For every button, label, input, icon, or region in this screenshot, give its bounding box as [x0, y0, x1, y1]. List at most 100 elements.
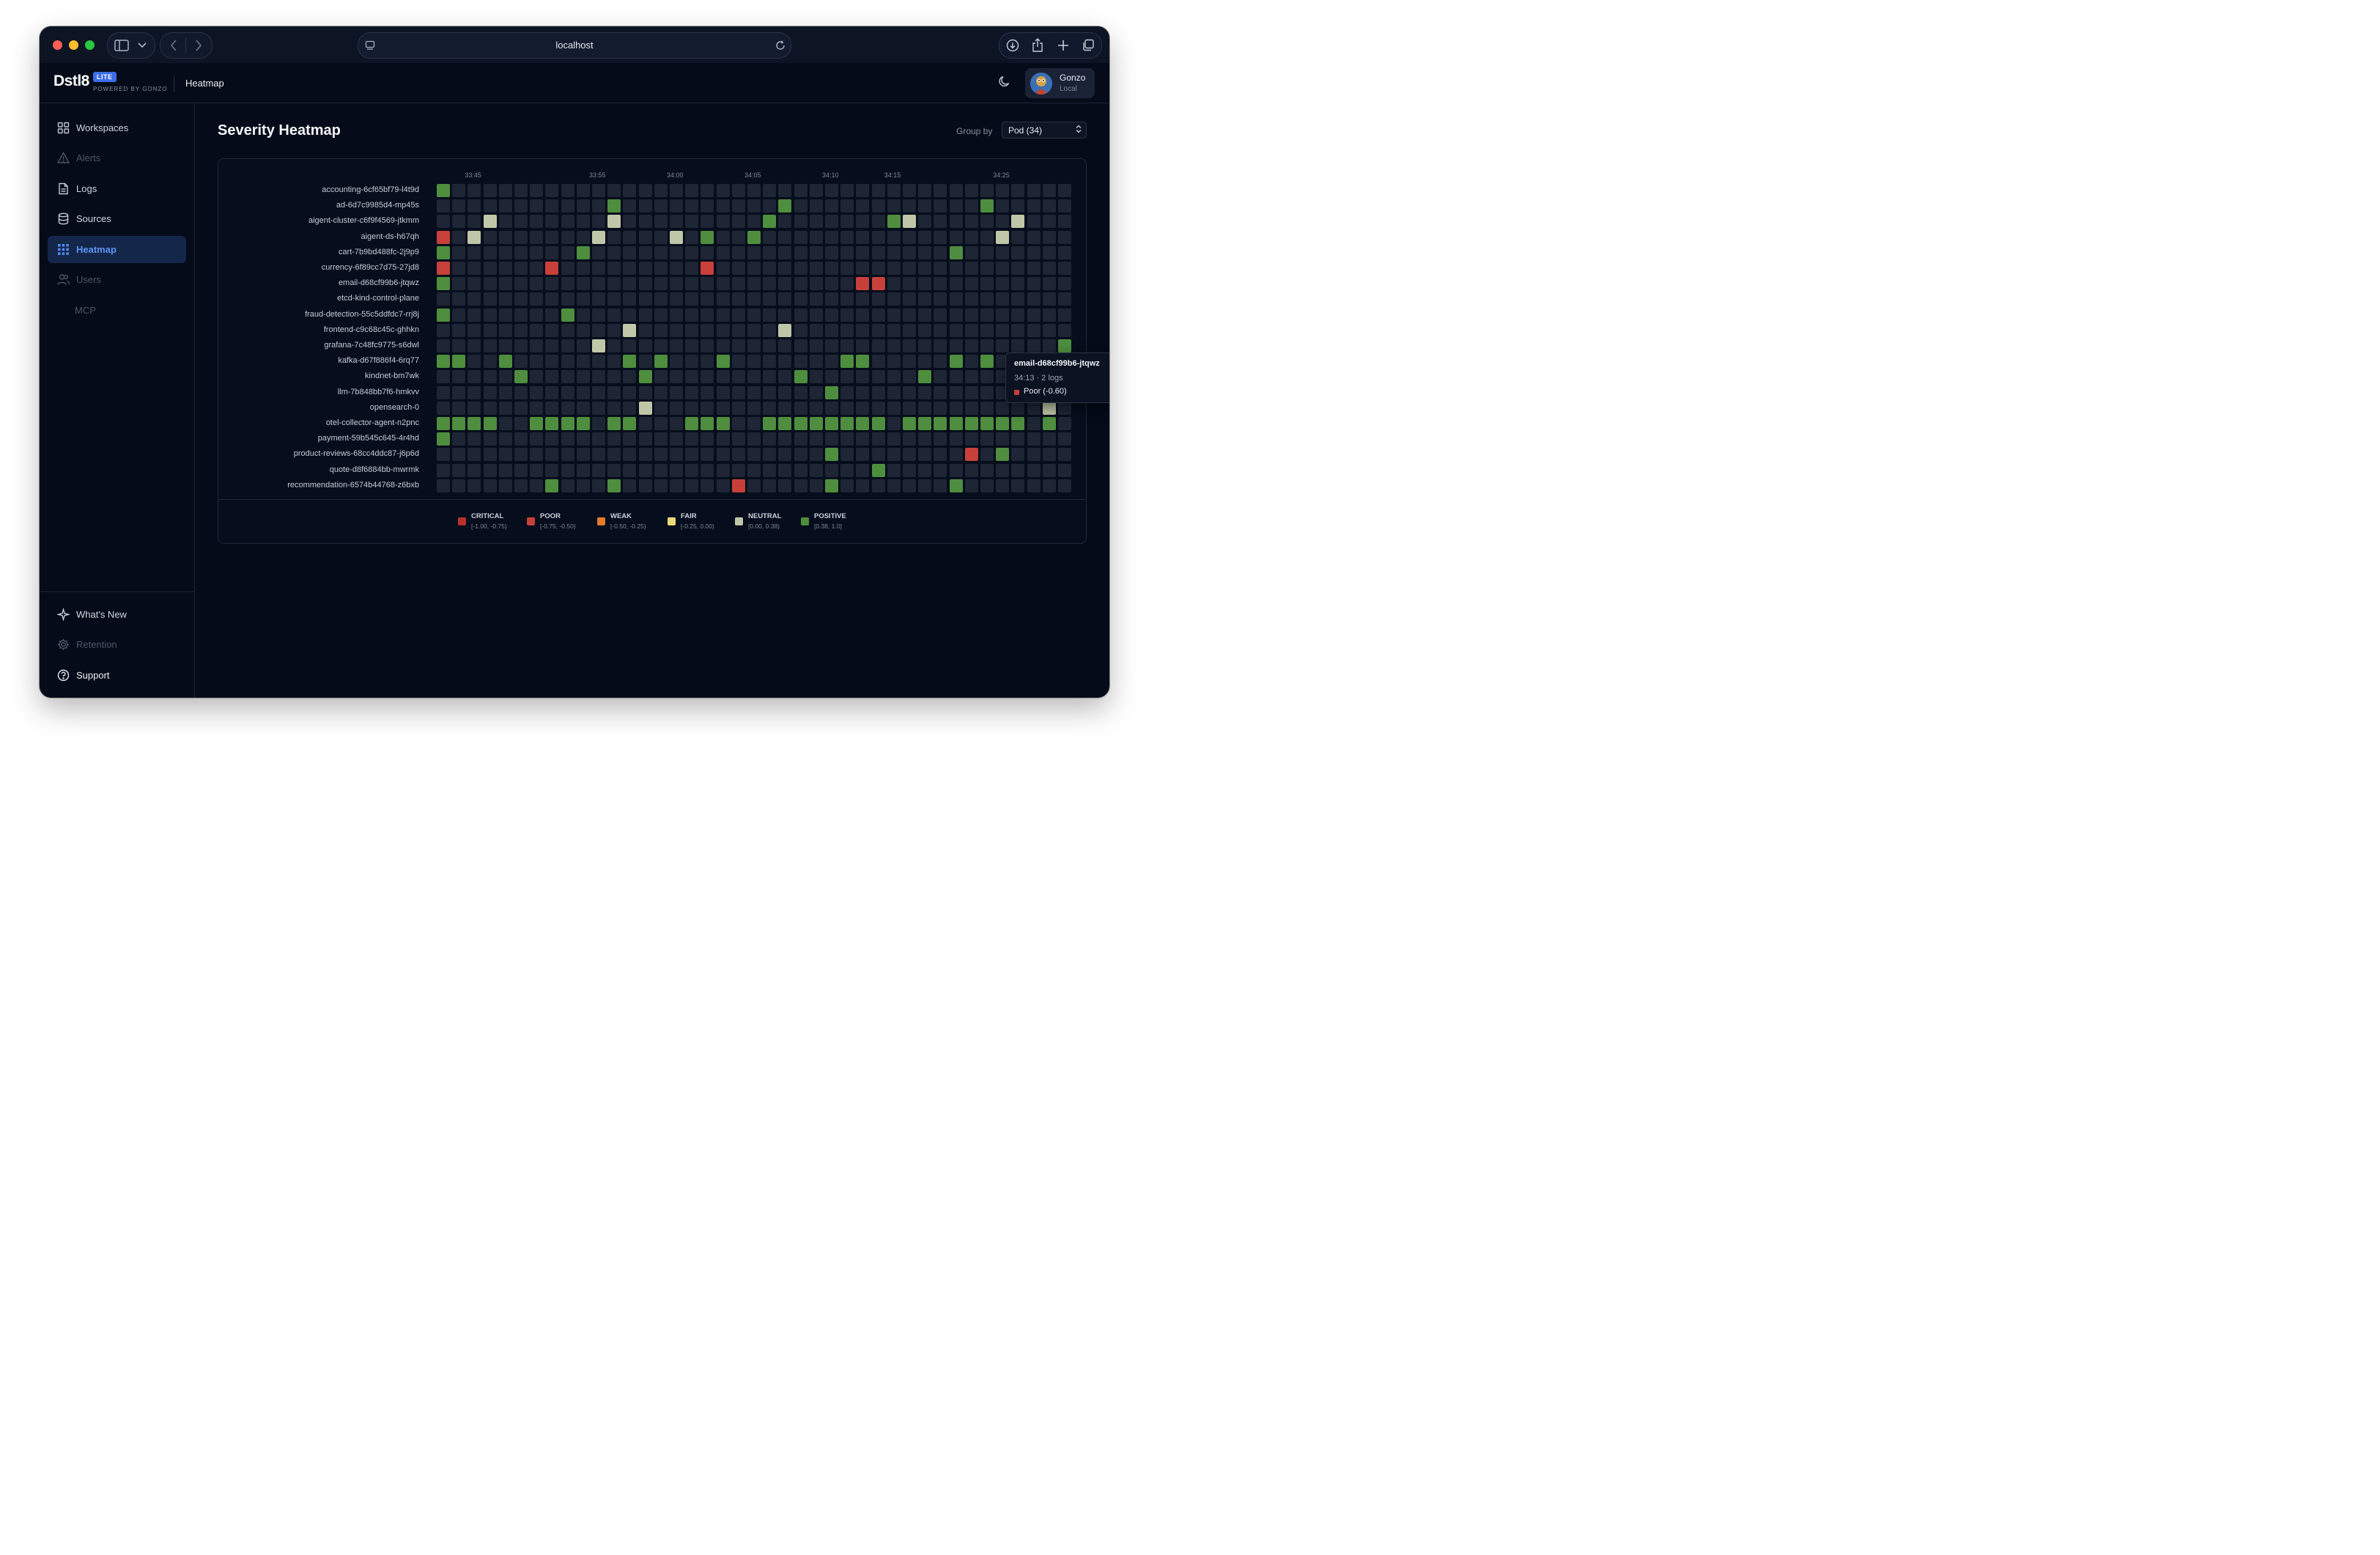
heatmap-cell[interactable] — [1011, 448, 1025, 462]
heatmap-cell[interactable] — [825, 262, 838, 275]
sidebar-item-workspaces[interactable]: Workspaces — [48, 114, 186, 141]
heatmap-cell[interactable] — [592, 215, 605, 229]
heatmap-cell[interactable] — [1011, 245, 1025, 259]
heatmap-cell[interactable] — [996, 432, 1010, 446]
app-logo[interactable]: Dstl8 — [53, 73, 89, 89]
heatmap-cell[interactable] — [794, 292, 808, 306]
heatmap-cell[interactable] — [778, 370, 792, 384]
heatmap-cell[interactable] — [685, 323, 699, 337]
heatmap-cell[interactable] — [731, 355, 745, 369]
heatmap-cell[interactable] — [856, 199, 870, 213]
heatmap-cell[interactable] — [592, 479, 605, 492]
heatmap-cell[interactable] — [887, 385, 901, 399]
heatmap-cell[interactable] — [607, 479, 621, 492]
heatmap-cell[interactable] — [964, 339, 978, 352]
heatmap-cell[interactable] — [731, 463, 745, 477]
heatmap-cell[interactable] — [623, 262, 637, 275]
heatmap-cell[interactable] — [437, 308, 450, 322]
heatmap-cell[interactable] — [670, 215, 683, 229]
heatmap-cell[interactable] — [731, 432, 745, 446]
heatmap-cell[interactable] — [452, 479, 466, 492]
heatmap-cell[interactable] — [980, 308, 994, 322]
heatmap-cell[interactable] — [1011, 230, 1025, 244]
heatmap-cell[interactable] — [607, 262, 621, 275]
heatmap-cell[interactable] — [763, 479, 777, 492]
heatmap-cell[interactable] — [437, 292, 450, 306]
heatmap-cell[interactable] — [437, 245, 450, 259]
heatmap-cell[interactable] — [980, 339, 994, 352]
heatmap-cell[interactable] — [670, 323, 683, 337]
heatmap-cell[interactable] — [530, 370, 544, 384]
heatmap-cell[interactable] — [794, 230, 808, 244]
heatmap-cell[interactable] — [825, 479, 838, 492]
heatmap-cell[interactable] — [996, 339, 1010, 352]
heatmap-cell[interactable] — [856, 245, 870, 259]
sidebar-item-whats-new[interactable]: What's New — [48, 601, 186, 628]
heatmap-cell[interactable] — [887, 292, 901, 306]
heatmap-cell[interactable] — [561, 215, 574, 229]
heatmap-cell[interactable] — [1058, 262, 1071, 275]
heatmap-cell[interactable] — [498, 417, 512, 430]
heatmap-cell[interactable] — [576, 308, 590, 322]
heatmap-cell[interactable] — [654, 463, 668, 477]
heatmap-cell[interactable] — [514, 448, 528, 462]
heatmap-cell[interactable] — [949, 448, 963, 462]
heatmap-cell[interactable] — [437, 199, 450, 213]
heatmap-cell[interactable] — [903, 401, 916, 415]
heatmap-cell[interactable] — [871, 308, 885, 322]
heatmap-cell[interactable] — [980, 323, 994, 337]
heatmap-cell[interactable] — [483, 262, 497, 275]
close-window-button[interactable] — [53, 40, 62, 50]
heatmap-cell[interactable] — [763, 370, 777, 384]
heatmap-cell[interactable] — [670, 277, 683, 291]
heatmap-cell[interactable] — [685, 292, 699, 306]
heatmap-cell[interactable] — [607, 385, 621, 399]
heatmap-cell[interactable] — [1011, 277, 1025, 291]
heatmap-cell[interactable] — [964, 432, 978, 446]
heatmap-cell[interactable] — [747, 230, 761, 244]
heatmap-cell[interactable] — [623, 308, 637, 322]
heatmap-cell[interactable] — [623, 323, 637, 337]
heatmap-cell[interactable] — [871, 417, 885, 430]
heatmap-cell[interactable] — [670, 417, 683, 430]
heatmap-cell[interactable] — [1011, 479, 1025, 492]
heatmap-cell[interactable] — [607, 417, 621, 430]
heatmap-cell[interactable] — [701, 215, 714, 229]
heatmap-cell[interactable] — [887, 417, 901, 430]
heatmap-cell[interactable] — [809, 339, 823, 352]
heatmap-cell[interactable] — [949, 479, 963, 492]
heatmap-cell[interactable] — [840, 199, 854, 213]
heatmap-cell[interactable] — [996, 417, 1010, 430]
heatmap-cell[interactable] — [576, 245, 590, 259]
heatmap-cell[interactable] — [1058, 245, 1071, 259]
heatmap-cell[interactable] — [670, 308, 683, 322]
heatmap-cell[interactable] — [498, 215, 512, 229]
heatmap-cell[interactable] — [840, 448, 854, 462]
heatmap-cell[interactable] — [498, 184, 512, 197]
address-bar[interactable]: localhost — [358, 32, 791, 59]
heatmap-cell[interactable] — [731, 215, 745, 229]
heatmap-cell[interactable] — [996, 448, 1010, 462]
heatmap-cell[interactable] — [778, 355, 792, 369]
heatmap-cell[interactable] — [996, 308, 1010, 322]
heatmap-cell[interactable] — [825, 199, 838, 213]
heatmap-cell[interactable] — [623, 432, 637, 446]
heatmap-cell[interactable] — [1042, 432, 1056, 446]
heatmap-cell[interactable] — [731, 401, 745, 415]
heatmap-cell[interactable] — [934, 355, 947, 369]
heatmap-cell[interactable] — [856, 230, 870, 244]
heatmap-cell[interactable] — [716, 479, 730, 492]
heatmap-cell[interactable] — [996, 401, 1010, 415]
heatmap-cell[interactable] — [685, 448, 699, 462]
heatmap-cell[interactable] — [607, 448, 621, 462]
heatmap-cell[interactable] — [654, 385, 668, 399]
heatmap-cell[interactable] — [437, 215, 450, 229]
heatmap-cell[interactable] — [545, 385, 559, 399]
heatmap-cell[interactable] — [437, 370, 450, 384]
heatmap-cell[interactable] — [980, 245, 994, 259]
heatmap-cell[interactable] — [623, 355, 637, 369]
heatmap-cell[interactable] — [903, 448, 916, 462]
heatmap-cell[interactable] — [778, 230, 792, 244]
heatmap-cell[interactable] — [623, 184, 637, 197]
heatmap-cell[interactable] — [856, 323, 870, 337]
